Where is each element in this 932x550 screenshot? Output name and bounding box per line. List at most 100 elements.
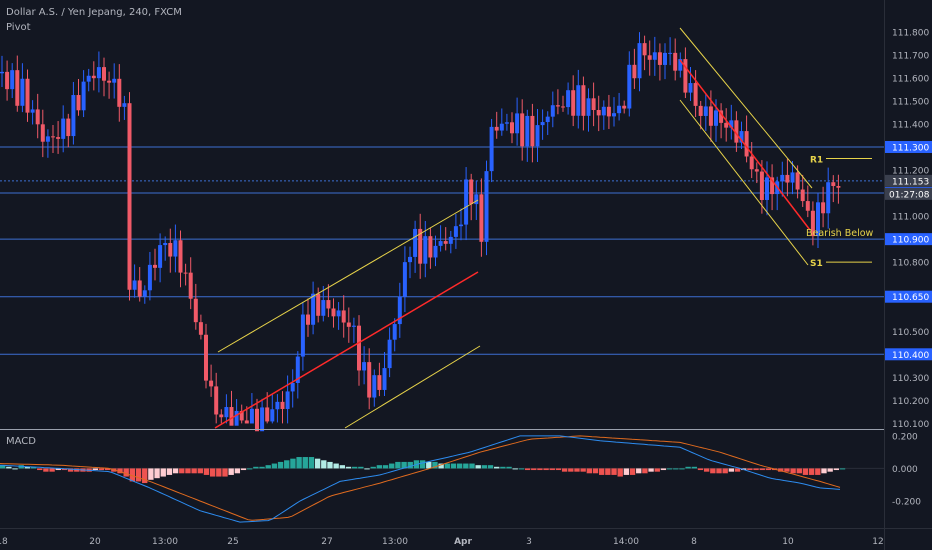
candle — [459, 208, 463, 241]
macd-histogram-bar — [419, 460, 426, 469]
macd-histogram-bar — [209, 468, 216, 477]
candle-body — [45, 136, 50, 142]
level-label-110900: 110.900 — [892, 236, 929, 246]
candle-body — [561, 106, 565, 108]
macd-histogram-bar — [666, 468, 673, 470]
candle — [402, 246, 407, 313]
candle — [209, 364, 214, 397]
macd-histogram-bar — [12, 468, 18, 470]
candle-body — [591, 98, 596, 110]
candle-body — [714, 110, 718, 126]
macd-histogram-bar — [605, 468, 611, 475]
time-tick: 14:00 — [613, 537, 639, 547]
candle — [530, 103, 535, 163]
candle — [234, 399, 239, 426]
candle-body — [627, 64, 632, 109]
candle — [372, 369, 377, 407]
candle — [15, 55, 20, 112]
macd-histogram-bar — [67, 468, 74, 472]
candle — [408, 246, 412, 279]
candle — [311, 281, 316, 335]
candle — [290, 369, 295, 408]
candle — [698, 100, 703, 130]
candle — [433, 235, 438, 267]
candle-body — [336, 310, 341, 317]
candle-body — [142, 290, 147, 297]
candle — [759, 160, 764, 214]
candle — [561, 95, 565, 112]
macd-histogram-bar — [759, 468, 765, 471]
candle — [397, 282, 402, 338]
candle-body — [280, 401, 285, 409]
price-tick: 110.500 — [892, 328, 929, 338]
candle — [5, 60, 10, 101]
candle-body — [795, 172, 800, 190]
candle — [91, 61, 96, 91]
macd-histogram-bar — [43, 468, 49, 472]
macd-histogram-bar — [475, 465, 481, 469]
candle — [306, 298, 310, 337]
candle-body — [15, 70, 20, 106]
candle — [362, 346, 367, 385]
candle-body — [127, 103, 132, 290]
candle-body — [647, 55, 652, 60]
candle — [219, 409, 224, 424]
macd-histogram-bar — [382, 465, 389, 469]
candle — [214, 372, 219, 424]
candle-body — [765, 177, 769, 200]
candle-body — [510, 122, 514, 134]
macd-histogram-bar — [55, 468, 61, 471]
candle — [831, 175, 836, 203]
down-channel-lower-line — [679, 99, 809, 266]
candle-body — [668, 52, 673, 54]
macd-histogram-bar — [92, 468, 99, 471]
candle — [392, 318, 397, 352]
macd-histogram-bar — [802, 468, 809, 475]
macd-line — [0, 435, 841, 523]
candle-body — [331, 308, 336, 317]
candle-body — [698, 105, 703, 116]
candle-body — [678, 59, 683, 71]
macd-histogram-bar — [784, 468, 790, 472]
macd-histogram-bar — [697, 468, 704, 471]
candle — [678, 52, 683, 78]
candle-body — [484, 171, 489, 242]
macd-histogram-bar — [747, 468, 753, 471]
macd-tick: 0.000 — [892, 465, 918, 475]
macd-histogram-bar — [543, 468, 549, 471]
macd-histogram-bar — [463, 463, 469, 469]
macd-histogram-bar — [808, 468, 815, 475]
candle-body — [810, 210, 815, 237]
panel-separator[interactable] — [0, 429, 884, 430]
candle — [601, 100, 606, 130]
candle-body — [428, 236, 433, 258]
macd-histogram-bar — [833, 468, 840, 471]
candle — [790, 161, 795, 195]
channel-mid-line — [214, 271, 479, 429]
candle — [647, 40, 652, 76]
candle — [168, 228, 173, 273]
candle — [632, 48, 637, 89]
macd-histogram-bar — [142, 468, 148, 484]
macd-histogram-bar — [185, 468, 191, 474]
macd-histogram-bar — [426, 461, 432, 469]
candle-body — [530, 115, 535, 147]
candle — [71, 81, 76, 145]
candle-body — [229, 407, 234, 426]
candle-body — [35, 109, 40, 125]
price-tick: 111.200 — [892, 167, 929, 177]
candle-body — [816, 202, 820, 237]
candle — [499, 108, 504, 136]
candle-body — [719, 110, 724, 123]
macd-histogram-bar — [154, 468, 160, 479]
macd-histogram-bar — [450, 463, 457, 469]
candle-body — [137, 280, 142, 297]
macd-histogram-bar — [179, 468, 185, 474]
time-tick: 8 — [691, 537, 697, 547]
candle — [504, 113, 509, 131]
candle-body — [831, 182, 836, 187]
channel-lower-line — [344, 345, 481, 429]
candle-body — [688, 83, 693, 93]
candle — [571, 75, 576, 127]
